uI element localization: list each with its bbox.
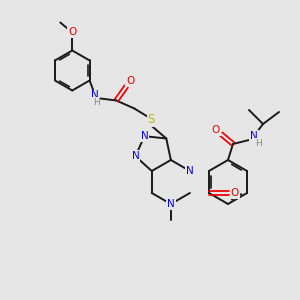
- Text: N: N: [250, 131, 258, 141]
- Text: O: O: [231, 188, 239, 198]
- Text: H: H: [255, 139, 261, 148]
- Text: H: H: [93, 98, 100, 107]
- Text: N: N: [132, 151, 139, 161]
- Text: O: O: [68, 28, 76, 38]
- Text: O: O: [212, 125, 220, 135]
- Text: O: O: [126, 76, 134, 86]
- Text: N: N: [92, 91, 99, 100]
- Text: N: N: [140, 131, 148, 141]
- Text: S: S: [148, 113, 155, 126]
- Text: N: N: [186, 166, 194, 176]
- Text: N: N: [167, 199, 175, 209]
